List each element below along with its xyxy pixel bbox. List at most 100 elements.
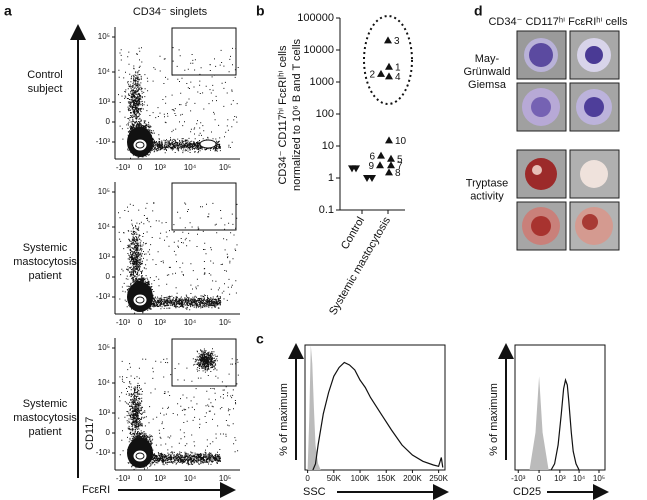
contour — [199, 139, 217, 149]
y-tick-label: 10000 — [303, 44, 334, 56]
x-tick-label: 250K — [429, 474, 448, 483]
x-axis-label: CD25 — [513, 486, 541, 498]
area — [307, 345, 321, 470]
row-label: subject — [28, 83, 63, 95]
x-tick-label: 10³ — [154, 318, 166, 327]
x-tick-label: 10³ — [154, 474, 166, 483]
point-label: 4 — [395, 72, 401, 83]
x-tick-label: 150K — [377, 474, 396, 483]
y-tick-label: -10³ — [96, 448, 111, 457]
row-label: Grünwald — [463, 66, 510, 78]
point — [377, 69, 385, 77]
x-tick-label: 10⁵ — [219, 163, 231, 172]
point — [377, 151, 385, 159]
y-axis-label: CD34⁻ CD117ʰⁱ FcεRIʰⁱ cells — [277, 45, 289, 185]
contour — [135, 296, 145, 304]
row-label: Systemic — [23, 398, 68, 410]
y-tick-label: 0 — [106, 272, 111, 281]
x-tick-label: 10⁵ — [219, 318, 231, 327]
point — [385, 168, 393, 176]
contour — [132, 293, 148, 307]
x-tick-label: 50K — [327, 474, 342, 483]
y-tick-label: 10³ — [98, 408, 110, 417]
row-label: Systemic — [23, 242, 68, 254]
x-tick-label: 10³ — [154, 163, 166, 172]
area — [529, 376, 549, 470]
dot-plot: 10⁵ 10⁴ 10³ 0 -10³ -10³ 0 10³ 10⁴ 10⁵ — [96, 182, 240, 327]
x-tick-label: 0 — [138, 474, 143, 483]
panel-label: a — [4, 3, 12, 19]
point-label: 2 — [369, 69, 375, 80]
gate — [171, 338, 237, 387]
panel-title: CD34⁻ CD117ʰⁱ FcεRIʰⁱ cells — [488, 16, 628, 28]
x-tick-label: 10⁴ — [184, 318, 197, 327]
x-tick-label: 100K — [351, 474, 370, 483]
y-axis-label: normalized to 10⁶ B and T cells — [291, 38, 303, 191]
y-tick-label: 0 — [106, 117, 111, 126]
dot-plot: 10⁵ 10⁴ 10³ 0 -10³ -10³ 0 10³ 10⁴ 10⁵ — [96, 27, 240, 172]
point — [363, 175, 371, 182]
x-tick-label: 10⁴ — [573, 474, 586, 483]
y-tick-label: 1 — [328, 172, 334, 184]
row-label: Giemsa — [468, 79, 507, 91]
y-tick-label: 10⁴ — [98, 378, 111, 387]
point-label: 9 — [368, 161, 374, 172]
x-tick-label: -10³ — [116, 474, 131, 483]
panel-label: c — [256, 331, 264, 347]
point — [384, 36, 392, 44]
x-tick-label: -10³ — [511, 474, 526, 483]
row-label: patient — [28, 426, 61, 438]
point — [387, 161, 395, 169]
point — [385, 136, 393, 144]
row-label: activity — [470, 190, 504, 202]
contour — [132, 138, 148, 152]
gate-ellipse — [363, 15, 413, 105]
panel-label: b — [256, 3, 265, 19]
y-tick-label: 0 — [106, 428, 111, 437]
y-axis-label: CD117 — [84, 417, 96, 450]
row-label: Control — [27, 69, 62, 81]
x-tick-label: 0 — [138, 163, 143, 172]
y-tick-label: 10⁵ — [98, 32, 110, 41]
y-axis-label: % of maximum — [488, 383, 500, 456]
x-tick-label: 10⁵ — [219, 474, 231, 483]
line — [550, 377, 580, 471]
point-label: 8 — [395, 168, 401, 179]
point-label: 7 — [397, 161, 403, 172]
row-label: Tryptase — [466, 177, 508, 189]
point — [385, 62, 393, 70]
plot-frame — [514, 344, 606, 471]
y-tick-label: 1000 — [310, 76, 334, 88]
gate — [171, 182, 237, 231]
x-tick-label: -10³ — [116, 163, 131, 172]
contour — [135, 141, 145, 149]
plot-frame — [304, 344, 446, 471]
contour — [132, 449, 148, 463]
point-label: 10 — [395, 136, 407, 147]
point-label: 6 — [369, 151, 375, 162]
x-tick-label: 10⁴ — [184, 474, 197, 483]
micrographs — [516, 30, 620, 251]
x-tick-label: 0 — [537, 474, 542, 483]
x-tick-label: 10⁴ — [184, 163, 197, 172]
y-tick-label: 10⁵ — [98, 343, 110, 352]
x-tick-label: 10³ — [554, 474, 566, 483]
row-label: May- — [475, 53, 500, 65]
y-axis-label: % of maximum — [278, 383, 290, 456]
y-tick-label: 100000 — [297, 12, 334, 24]
contour — [135, 452, 145, 460]
x-tick-label: 0 — [138, 318, 143, 327]
point — [348, 165, 356, 173]
y-tick-label: 10³ — [98, 252, 110, 261]
y-tick-label: 0.1 — [319, 204, 334, 216]
point-label: 5 — [397, 154, 403, 165]
point — [387, 154, 395, 162]
point — [376, 161, 384, 169]
panel-title: CD34⁻ singlets — [133, 6, 208, 18]
x-tick-label: -10³ — [116, 318, 131, 327]
panel-label: d — [474, 3, 483, 19]
line — [312, 361, 444, 471]
y-tick-label: -10³ — [96, 292, 111, 301]
y-tick-label: 10³ — [98, 97, 110, 106]
